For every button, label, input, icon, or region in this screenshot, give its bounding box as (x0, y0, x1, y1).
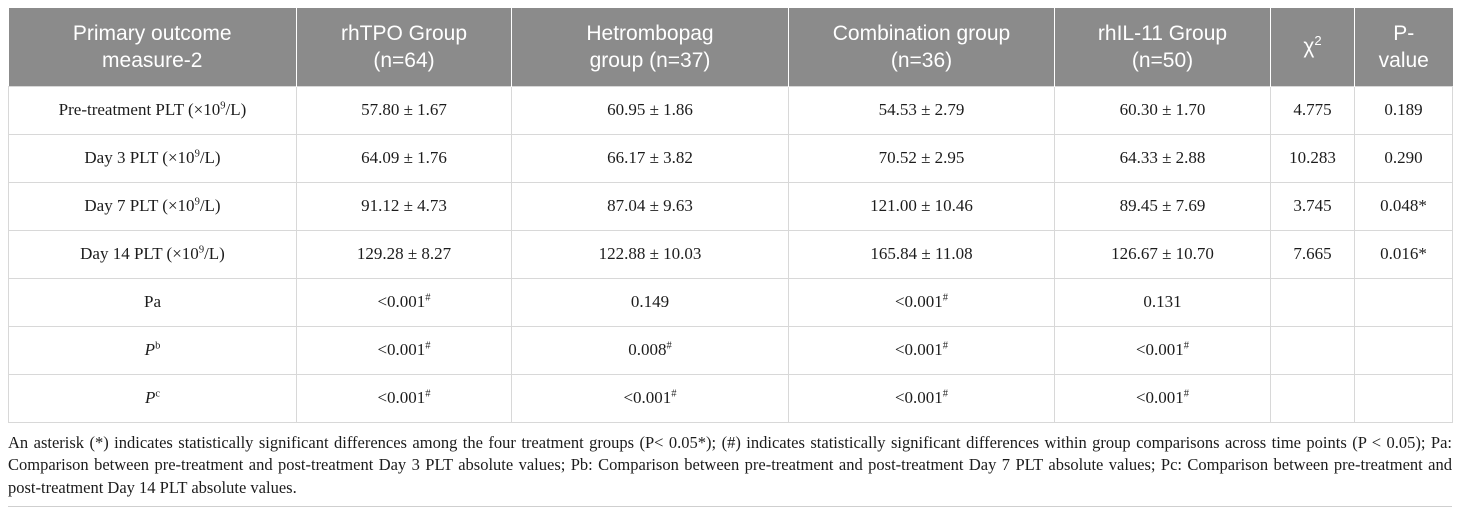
row-label: Day 7 PLT (×109/L) (8, 181, 297, 231)
table-cell: 87.04 ± 9.63 (511, 181, 789, 231)
table-cell: 121.00 ± 10.46 (788, 181, 1055, 231)
table-footnote: An asterisk (*) indicates statistically … (8, 432, 1452, 497)
column-header-p-value: P-value (1354, 8, 1453, 86)
table-cell: <0.001# (788, 277, 1055, 327)
column-header-chi-square: χ2 (1270, 8, 1355, 86)
table-cell: 60.30 ± 1.70 (1054, 85, 1271, 135)
table-row: Pre-treatment PLT (×109/L) 57.80 ± 1.67 … (8, 85, 1453, 135)
table-row: Day 7 PLT (×109/L) 91.12 ± 4.73 87.04 ± … (8, 181, 1453, 231)
table-cell: 64.09 ± 1.76 (296, 133, 512, 183)
table-cell: 0.048* (1354, 181, 1453, 231)
table-row: Pb <0.001# 0.008# <0.001# <0.001# (8, 325, 1453, 375)
table-cell (1270, 373, 1355, 423)
column-header-hetrombopag-group: Hetrombopag group (n=37) (511, 8, 789, 86)
table-cell: 60.95 ± 1.86 (511, 85, 789, 135)
table-cell (1354, 373, 1453, 423)
row-label: Pre-treatment PLT (×109/L) (8, 85, 297, 135)
table-cell: <0.001# (296, 325, 512, 375)
row-label: Pb (8, 325, 297, 375)
column-header-measure: Primary outcome measure-2 (8, 8, 297, 86)
table-cell: 10.283 (1270, 133, 1355, 183)
table-header-row: Primary outcome measure-2 rhTPO Group (n=6… (8, 8, 1453, 86)
table-cell: <0.001# (1054, 373, 1271, 423)
column-header-rhtpo-group: rhTPO Group (n=64) (296, 8, 512, 86)
table-cell: 0.131 (1054, 277, 1271, 327)
table-row: Pa <0.001# 0.149 <0.001# 0.131 (8, 277, 1453, 327)
table-cell (1354, 325, 1453, 375)
table-cell: <0.001# (296, 277, 512, 327)
row-label: Day 3 PLT (×109/L) (8, 133, 297, 183)
table-cell: 0.189 (1354, 85, 1453, 135)
table-cell: <0.001# (788, 325, 1055, 375)
table-cell: 91.12 ± 4.73 (296, 181, 512, 231)
table-row: Day 14 PLT (×109/L) 129.28 ± 8.27 122.88… (8, 229, 1453, 279)
table-row: Day 3 PLT (×109/L) 64.09 ± 1.76 66.17 ± … (8, 133, 1453, 183)
table-cell: 0.008# (511, 325, 789, 375)
table-cell: <0.001# (296, 373, 512, 423)
row-label: Pc (8, 373, 297, 423)
row-label: Pa (8, 277, 297, 327)
row-label: Day 14 PLT (×109/L) (8, 229, 297, 279)
table-cell: 4.775 (1270, 85, 1355, 135)
table-cell: 122.88 ± 10.03 (511, 229, 789, 279)
outcomes-table: Primary outcome measure-2 rhTPO Group (n=6… (8, 8, 1453, 423)
column-header-rhil11-group: rhIL-11 Group (n=50) (1054, 8, 1271, 86)
column-header-combination-group: Combination group (n=36) (788, 8, 1055, 86)
table-cell: 7.665 (1270, 229, 1355, 279)
table-cell: <0.001# (1054, 325, 1271, 375)
table-cell (1270, 325, 1355, 375)
table-cell: 66.17 ± 3.82 (511, 133, 789, 183)
table-cell: 0.290 (1354, 133, 1453, 183)
table-cell (1354, 277, 1453, 327)
table-cell: <0.001# (511, 373, 789, 423)
table-cell: 64.33 ± 2.88 (1054, 133, 1271, 183)
table-cell: 57.80 ± 1.67 (296, 85, 512, 135)
table-row: Pc <0.001# <0.001# <0.001# <0.001# (8, 373, 1453, 423)
table-cell: 165.84 ± 11.08 (788, 229, 1055, 279)
table-body: Pre-treatment PLT (×109/L) 57.80 ± 1.67 … (8, 85, 1453, 423)
footnote-container: An asterisk (*) indicates statistically … (8, 432, 1452, 507)
table-cell: 0.016* (1354, 229, 1453, 279)
table-cell: 126.67 ± 10.70 (1054, 229, 1271, 279)
table-cell: 0.149 (511, 277, 789, 327)
table-cell (1270, 277, 1355, 327)
table-cell: 3.745 (1270, 181, 1355, 231)
table-cell: 129.28 ± 8.27 (296, 229, 512, 279)
table-cell: 89.45 ± 7.69 (1054, 181, 1271, 231)
table-cell: 70.52 ± 2.95 (788, 133, 1055, 183)
table-cell: <0.001# (788, 373, 1055, 423)
table-cell: 54.53 ± 2.79 (788, 85, 1055, 135)
